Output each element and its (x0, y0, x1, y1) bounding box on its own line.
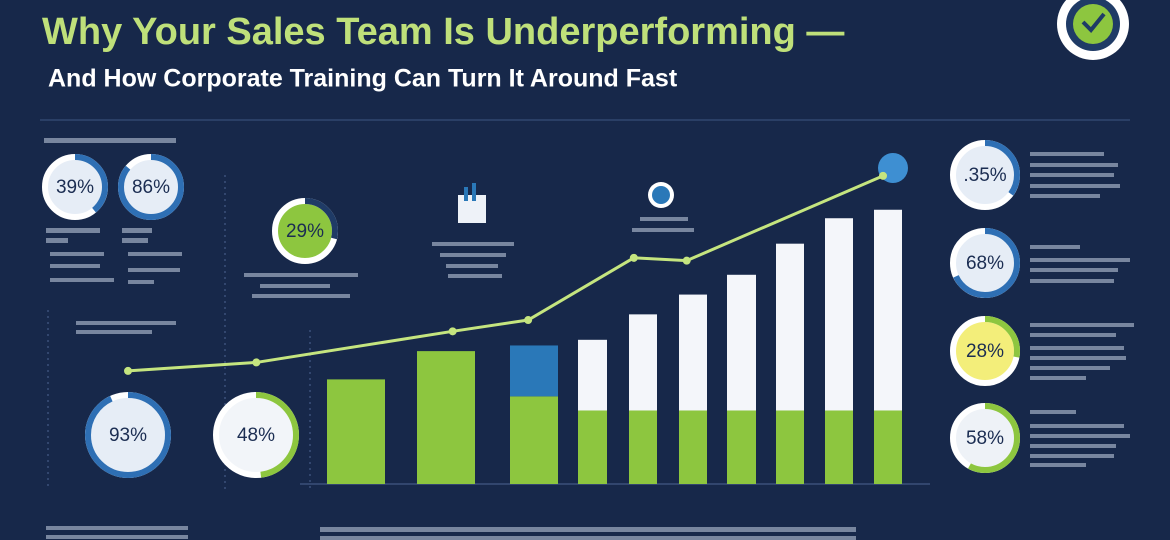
bar (776, 243, 804, 411)
ring-label: 86% (132, 177, 170, 198)
ring-arc (85, 392, 171, 478)
bar (727, 274, 756, 411)
bar (825, 410, 853, 484)
ring-arc (950, 228, 1020, 298)
bar (727, 410, 756, 484)
ring-arc (213, 392, 299, 478)
trend-point (252, 358, 261, 367)
bar (679, 410, 707, 484)
bar (327, 379, 385, 484)
ring-arc (272, 198, 338, 264)
bar (629, 410, 657, 484)
ring-label: 39% (56, 177, 94, 198)
ring-label: .35% (963, 165, 1006, 186)
ring-label: 93% (109, 425, 147, 446)
illegible-text (44, 138, 1134, 540)
ring-arc (950, 316, 1020, 386)
bar (578, 410, 607, 484)
bar (417, 351, 475, 484)
ring-arc (42, 154, 108, 220)
ring-label: 58% (966, 428, 1004, 449)
ring-label: 29% (286, 221, 324, 242)
ring-label: 28% (966, 341, 1004, 362)
ring-label: 68% (966, 253, 1004, 274)
bar (874, 410, 902, 484)
trend-point (448, 327, 457, 336)
ring-label: 48% (237, 425, 275, 446)
bar (874, 209, 902, 411)
subtitle: And How Corporate Training Can Turn It A… (48, 65, 678, 93)
bar (825, 218, 853, 411)
ring-arc (118, 154, 184, 220)
trend-point (682, 256, 691, 265)
bar (510, 396, 558, 484)
logo (1057, 0, 1129, 60)
bar (510, 345, 558, 397)
ring-arc (950, 403, 1020, 473)
trend-point (124, 366, 132, 375)
bar (679, 294, 707, 411)
bar (776, 410, 804, 484)
bar (578, 339, 607, 411)
trend-point (629, 253, 638, 262)
title: Why Your Sales Team Is Underperforming — (42, 11, 844, 53)
bar (629, 314, 657, 411)
trend-point (879, 171, 887, 180)
ring-arc (950, 140, 1020, 210)
trend-point (524, 316, 533, 325)
